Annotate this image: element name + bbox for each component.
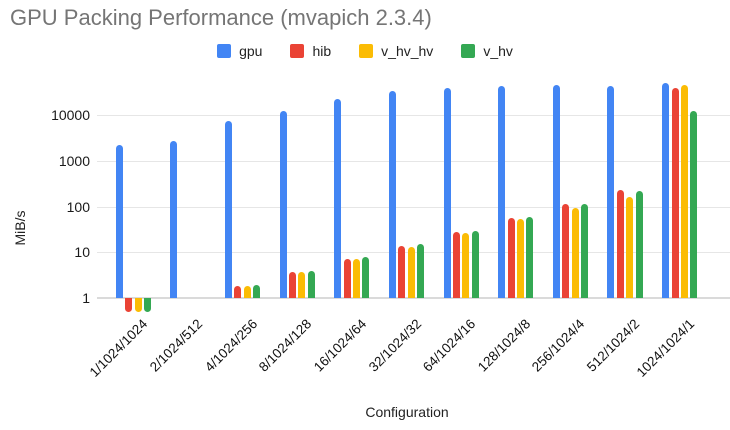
- bar-gpu[interactable]: [279, 111, 287, 298]
- legend-item-hib: hib: [290, 43, 331, 59]
- x-axis-title: Configuration: [365, 404, 449, 420]
- bar-v_hv_hv[interactable]: [462, 233, 470, 298]
- bar-v_hv[interactable]: [417, 244, 425, 298]
- y-tick-label: 1: [82, 290, 90, 306]
- bar-gpu[interactable]: [170, 141, 178, 298]
- bar-gpu[interactable]: [443, 88, 451, 298]
- bar-hib[interactable]: [398, 245, 406, 298]
- bar-hib[interactable]: [616, 189, 624, 298]
- bar-hib[interactable]: [452, 231, 460, 298]
- y-gridline: [97, 206, 730, 208]
- legend-item-v_hv_hv: v_hv_hv: [359, 43, 433, 59]
- y-tick-label: 1000: [58, 152, 90, 169]
- bar-v_hv_hv[interactable]: [517, 219, 524, 298]
- bar-hib[interactable]: [507, 218, 515, 298]
- bar-v_hv_hv[interactable]: [680, 84, 688, 298]
- bar-v_hv_hv[interactable]: [407, 247, 415, 298]
- legend-item-gpu: gpu: [217, 43, 262, 59]
- bar-v_hv[interactable]: [526, 216, 534, 298]
- bar-gpu[interactable]: [115, 145, 123, 298]
- bar-v_hv[interactable]: [253, 285, 261, 298]
- bar-v_hv[interactable]: [690, 111, 698, 298]
- bar-gpu[interactable]: [498, 86, 506, 298]
- legend-label: hib: [312, 43, 332, 59]
- x-axis-baseline: [97, 297, 730, 299]
- bar-v_hv_hv[interactable]: [134, 298, 142, 312]
- chart-title: GPU Packing Performance (mvapich 2.3.4): [10, 5, 432, 30]
- bar-hib[interactable]: [125, 298, 133, 312]
- legend-swatch-icon: [217, 44, 232, 58]
- y-tick-label: 10000: [51, 107, 90, 123]
- bar-gpu[interactable]: [225, 120, 232, 298]
- legend-swatch-icon: [461, 44, 476, 58]
- legend-item-v_hv: v_hv: [461, 43, 513, 59]
- bar-v_hv_hv[interactable]: [243, 286, 251, 298]
- y-tick-label: 100: [66, 198, 90, 215]
- bar-gpu[interactable]: [388, 91, 396, 298]
- bar-v_hv[interactable]: [635, 191, 643, 298]
- legend: gpu hib v_hv_hv v_hv: [0, 43, 730, 59]
- bar-v_hv[interactable]: [471, 231, 479, 298]
- bar-gpu[interactable]: [334, 99, 342, 298]
- bar-v_hv_hv[interactable]: [626, 197, 634, 298]
- bar-v_hv[interactable]: [143, 298, 151, 312]
- bar-gpu[interactable]: [662, 83, 670, 298]
- bar-gpu[interactable]: [552, 85, 560, 298]
- y-axis-title: MiB/s: [12, 210, 28, 246]
- legend-label: v_hv_hv: [381, 43, 434, 59]
- bar-hib[interactable]: [343, 258, 351, 298]
- y-gridline: [97, 160, 730, 162]
- bar-v_hv_hv[interactable]: [571, 207, 579, 298]
- bar-hib[interactable]: [234, 286, 242, 298]
- bar-hib[interactable]: [289, 272, 297, 298]
- legend-swatch-icon: [290, 44, 305, 58]
- bar-v_hv[interactable]: [581, 203, 589, 298]
- legend-label: gpu: [239, 43, 263, 59]
- y-tick-label: 10: [74, 244, 90, 261]
- bar-v_hv_hv[interactable]: [353, 258, 361, 298]
- bar-v_hv_hv[interactable]: [298, 272, 306, 298]
- bar-v_hv[interactable]: [362, 257, 370, 298]
- legend-swatch-icon: [359, 44, 374, 58]
- bar-hib[interactable]: [562, 203, 570, 298]
- bar-v_hv[interactable]: [307, 271, 315, 298]
- bar-gpu[interactable]: [607, 86, 615, 298]
- y-gridline: [97, 115, 730, 116]
- legend-label: v_hv: [483, 43, 513, 59]
- bar-hib[interactable]: [671, 87, 679, 298]
